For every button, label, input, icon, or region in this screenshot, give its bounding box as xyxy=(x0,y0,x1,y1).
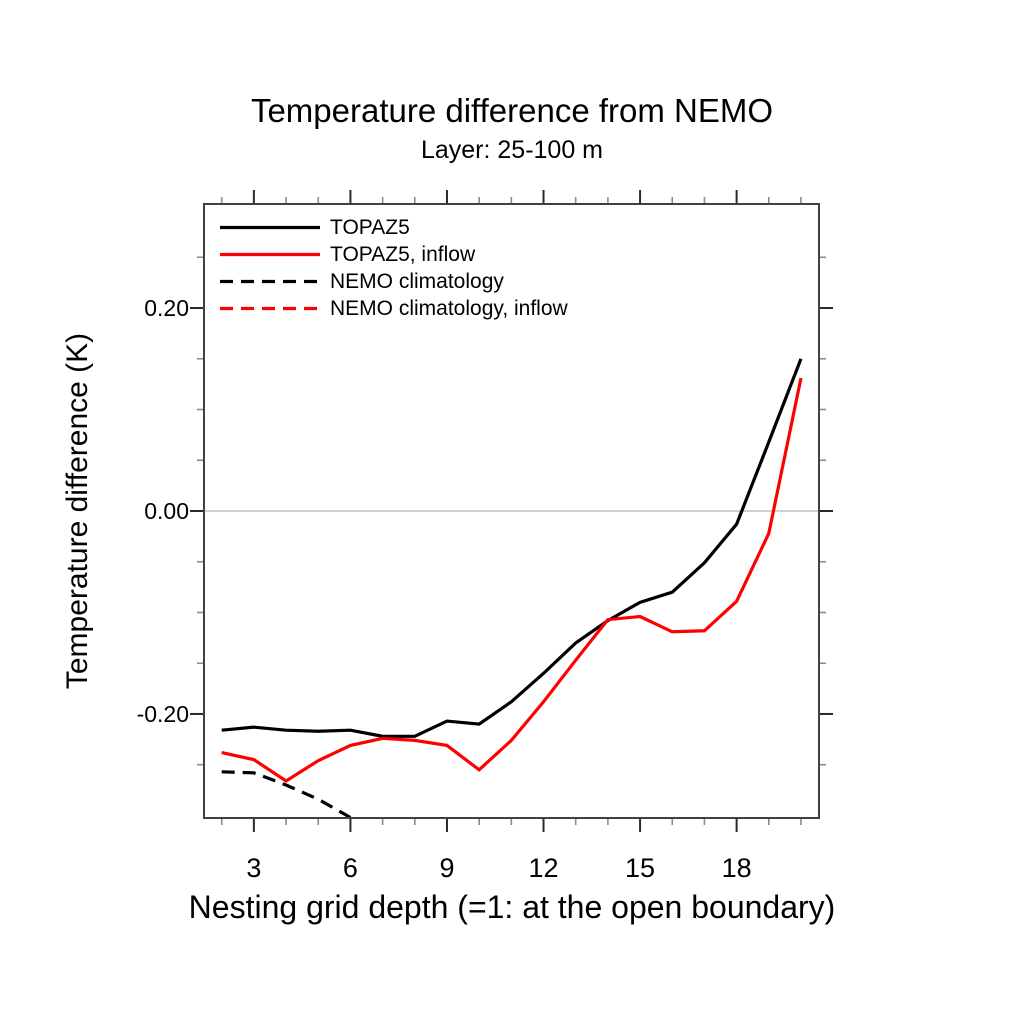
y-axis-title: Temperature difference (K) xyxy=(61,332,94,690)
legend-row: NEMO climatology xyxy=(330,268,568,295)
chart-title: Temperature difference from NEMO xyxy=(250,92,774,129)
x-tick-label: 6 xyxy=(343,853,358,883)
series-line-1 xyxy=(221,377,803,783)
x-axis-title: Nesting grid depth (=1: at the open boun… xyxy=(188,889,836,925)
y-tick-label: 0.00 xyxy=(144,498,189,524)
plot-border xyxy=(203,203,820,819)
legend-row: NEMO climatology, inflow xyxy=(330,295,568,322)
legend-label-nemo-climatology-inflow: NEMO climatology, inflow xyxy=(330,297,568,320)
x-tick-label: 3 xyxy=(246,853,261,883)
x-tick-label: 9 xyxy=(439,853,454,883)
y-tick-label: -0.20 xyxy=(137,701,189,727)
series-line-2 xyxy=(221,770,352,818)
legend-label-topaz5: TOPAZ5 xyxy=(330,216,410,239)
legend-label-nemo-climatology: NEMO climatology xyxy=(330,270,504,293)
legend-row: TOPAZ5, inflow xyxy=(330,241,568,268)
x-tick-label: 18 xyxy=(722,853,752,883)
x-tick-label: 12 xyxy=(528,853,558,883)
y-tick-label: 0.20 xyxy=(144,295,189,321)
x-tick-label: 15 xyxy=(625,853,655,883)
chart-subtitle: Layer: 25-100 m xyxy=(420,136,604,164)
series-line-0 xyxy=(221,358,803,738)
legend-row: TOPAZ5 xyxy=(330,214,568,241)
legend-label-topaz5-inflow: TOPAZ5, inflow xyxy=(330,243,476,266)
legend: TOPAZ5 TOPAZ5, inflow NEMO climatology N… xyxy=(330,214,568,322)
